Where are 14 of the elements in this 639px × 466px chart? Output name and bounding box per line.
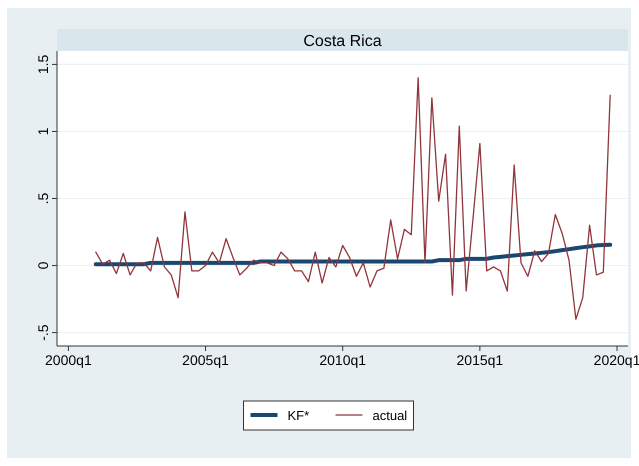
y-tick-label: 1: [35, 127, 51, 136]
x-tick-label: 2015q1: [456, 352, 504, 368]
x-tick-label: 2010q1: [319, 352, 366, 368]
legend-label: KF*: [288, 408, 310, 423]
legend-label: actual: [372, 408, 408, 423]
y-tick-label: .5: [35, 192, 51, 204]
line-series: [94, 242, 612, 266]
x-tick-label: 2005q1: [182, 352, 230, 368]
chart-title: Costa Rica: [303, 33, 382, 50]
line-series: [95, 77, 611, 320]
y-tick-label: -.5: [35, 324, 51, 341]
y-tick-label: 0: [35, 261, 51, 270]
x-tick-label: 2000q1: [45, 352, 92, 368]
y-tick-label: 1.5: [35, 54, 51, 74]
